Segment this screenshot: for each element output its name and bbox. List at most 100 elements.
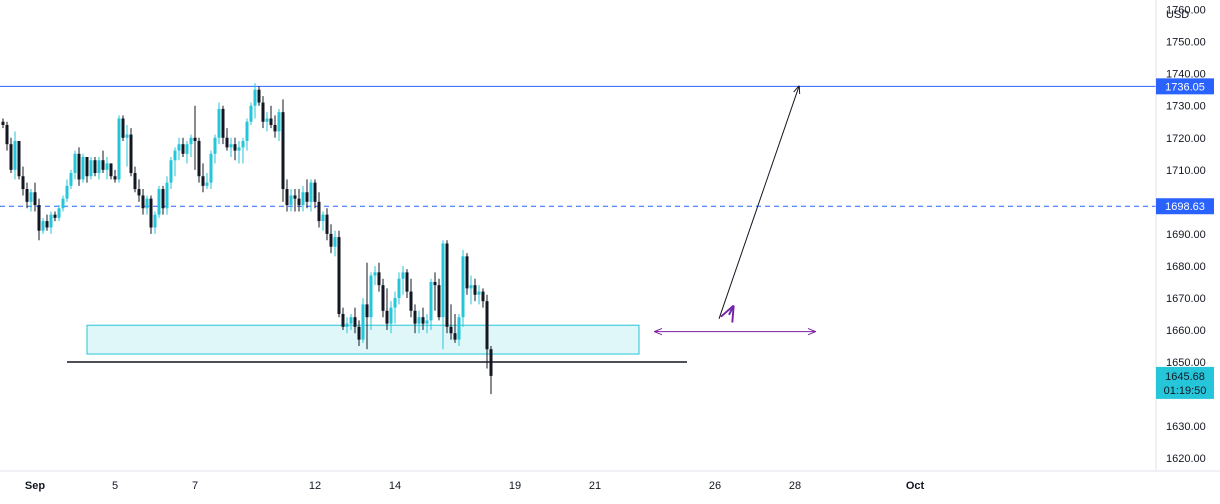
price-tick-label: 1650.00 [1166,357,1206,369]
candle-body [429,281,433,321]
candle-body [161,189,165,209]
candle [169,157,173,190]
current-price-text: 1645.68 [1165,371,1205,383]
candle [293,189,297,212]
candle-body [281,112,285,190]
candle [101,150,105,174]
time-axis[interactable]: Sep 5 7 12 14 19 21 26 28 Oct [25,480,925,492]
candle [397,272,401,305]
candle-body [349,317,353,324]
candle-body [197,140,201,177]
candle [289,189,293,212]
candle [245,118,249,151]
candle [273,115,277,138]
candle-body [205,182,209,186]
candle-body [173,150,177,161]
candle-body [125,134,129,138]
candle-body [77,153,81,180]
candle-body [373,272,377,276]
candle [285,179,289,212]
candle-body [73,153,77,174]
candle-body [69,173,73,186]
candle-body [321,214,325,222]
candle [29,189,33,212]
candle-body [353,317,357,327]
price-tick-label: 1670.00 [1166,293,1206,305]
price-lines-layer [0,85,1156,207]
candle [385,288,389,331]
candle-body [13,140,17,170]
candle-body [257,89,261,103]
candle-body [301,192,305,206]
candle [317,192,321,228]
candle [37,198,41,241]
candle [301,185,305,212]
candle [477,285,481,305]
candle [321,211,325,231]
candle-body [121,118,125,138]
price-tick-label: 1750.00 [1166,37,1206,49]
candle [377,262,381,292]
candle-body [361,304,365,340]
date-tick-label: Oct [906,480,925,492]
date-tick-label: 28 [789,480,801,492]
candle [145,195,149,215]
candle-body [145,198,149,209]
candle [449,304,453,340]
candle-body [41,221,45,231]
candle [445,240,449,334]
candle-body [405,272,409,292]
candle [1,118,5,129]
candle-body [137,189,141,196]
candle [389,301,393,334]
candle [325,208,329,241]
candle-body [449,326,453,334]
price-tick-label: 1620.00 [1166,453,1206,465]
candle [421,307,425,331]
candle-body [165,182,169,209]
candle [249,102,253,125]
candle [417,310,421,334]
candle-body [265,118,269,122]
candle-body [313,182,317,202]
candle [489,346,493,395]
candle [73,150,77,180]
candle-body [149,198,153,228]
candle [13,131,17,180]
candle-body [249,105,253,122]
price-tick-label: 1720.00 [1166,133,1206,145]
price-badge-resistance: 1736.05 [1156,78,1214,95]
candle [217,102,221,145]
candle-body [393,297,397,308]
candle [405,269,409,298]
candle [265,112,269,132]
candle [373,265,377,286]
candle [129,128,133,177]
date-tick-label: 12 [309,480,321,492]
candle-body [113,176,117,180]
candle [77,147,81,186]
candle-body [57,208,61,218]
candle [213,134,217,164]
candle [33,182,37,212]
candle-body [461,256,465,318]
candle [357,320,361,347]
candle-body [337,237,341,314]
candle-body [261,102,265,122]
candle [9,137,13,174]
candle-body [213,137,217,154]
candle-body [45,221,49,228]
candle-body [453,333,457,340]
candle [401,265,405,295]
candle [393,291,397,324]
price-tick-label: 1690.00 [1166,229,1206,241]
price-badges-layer: 1736.05 1698.63 1645.68 01:19:50 [1156,78,1214,399]
candle-body [309,182,313,202]
candle [121,115,125,141]
candle-body [237,147,241,151]
candle-body [397,278,401,298]
candle-body [229,144,233,148]
candle-body [97,160,101,174]
